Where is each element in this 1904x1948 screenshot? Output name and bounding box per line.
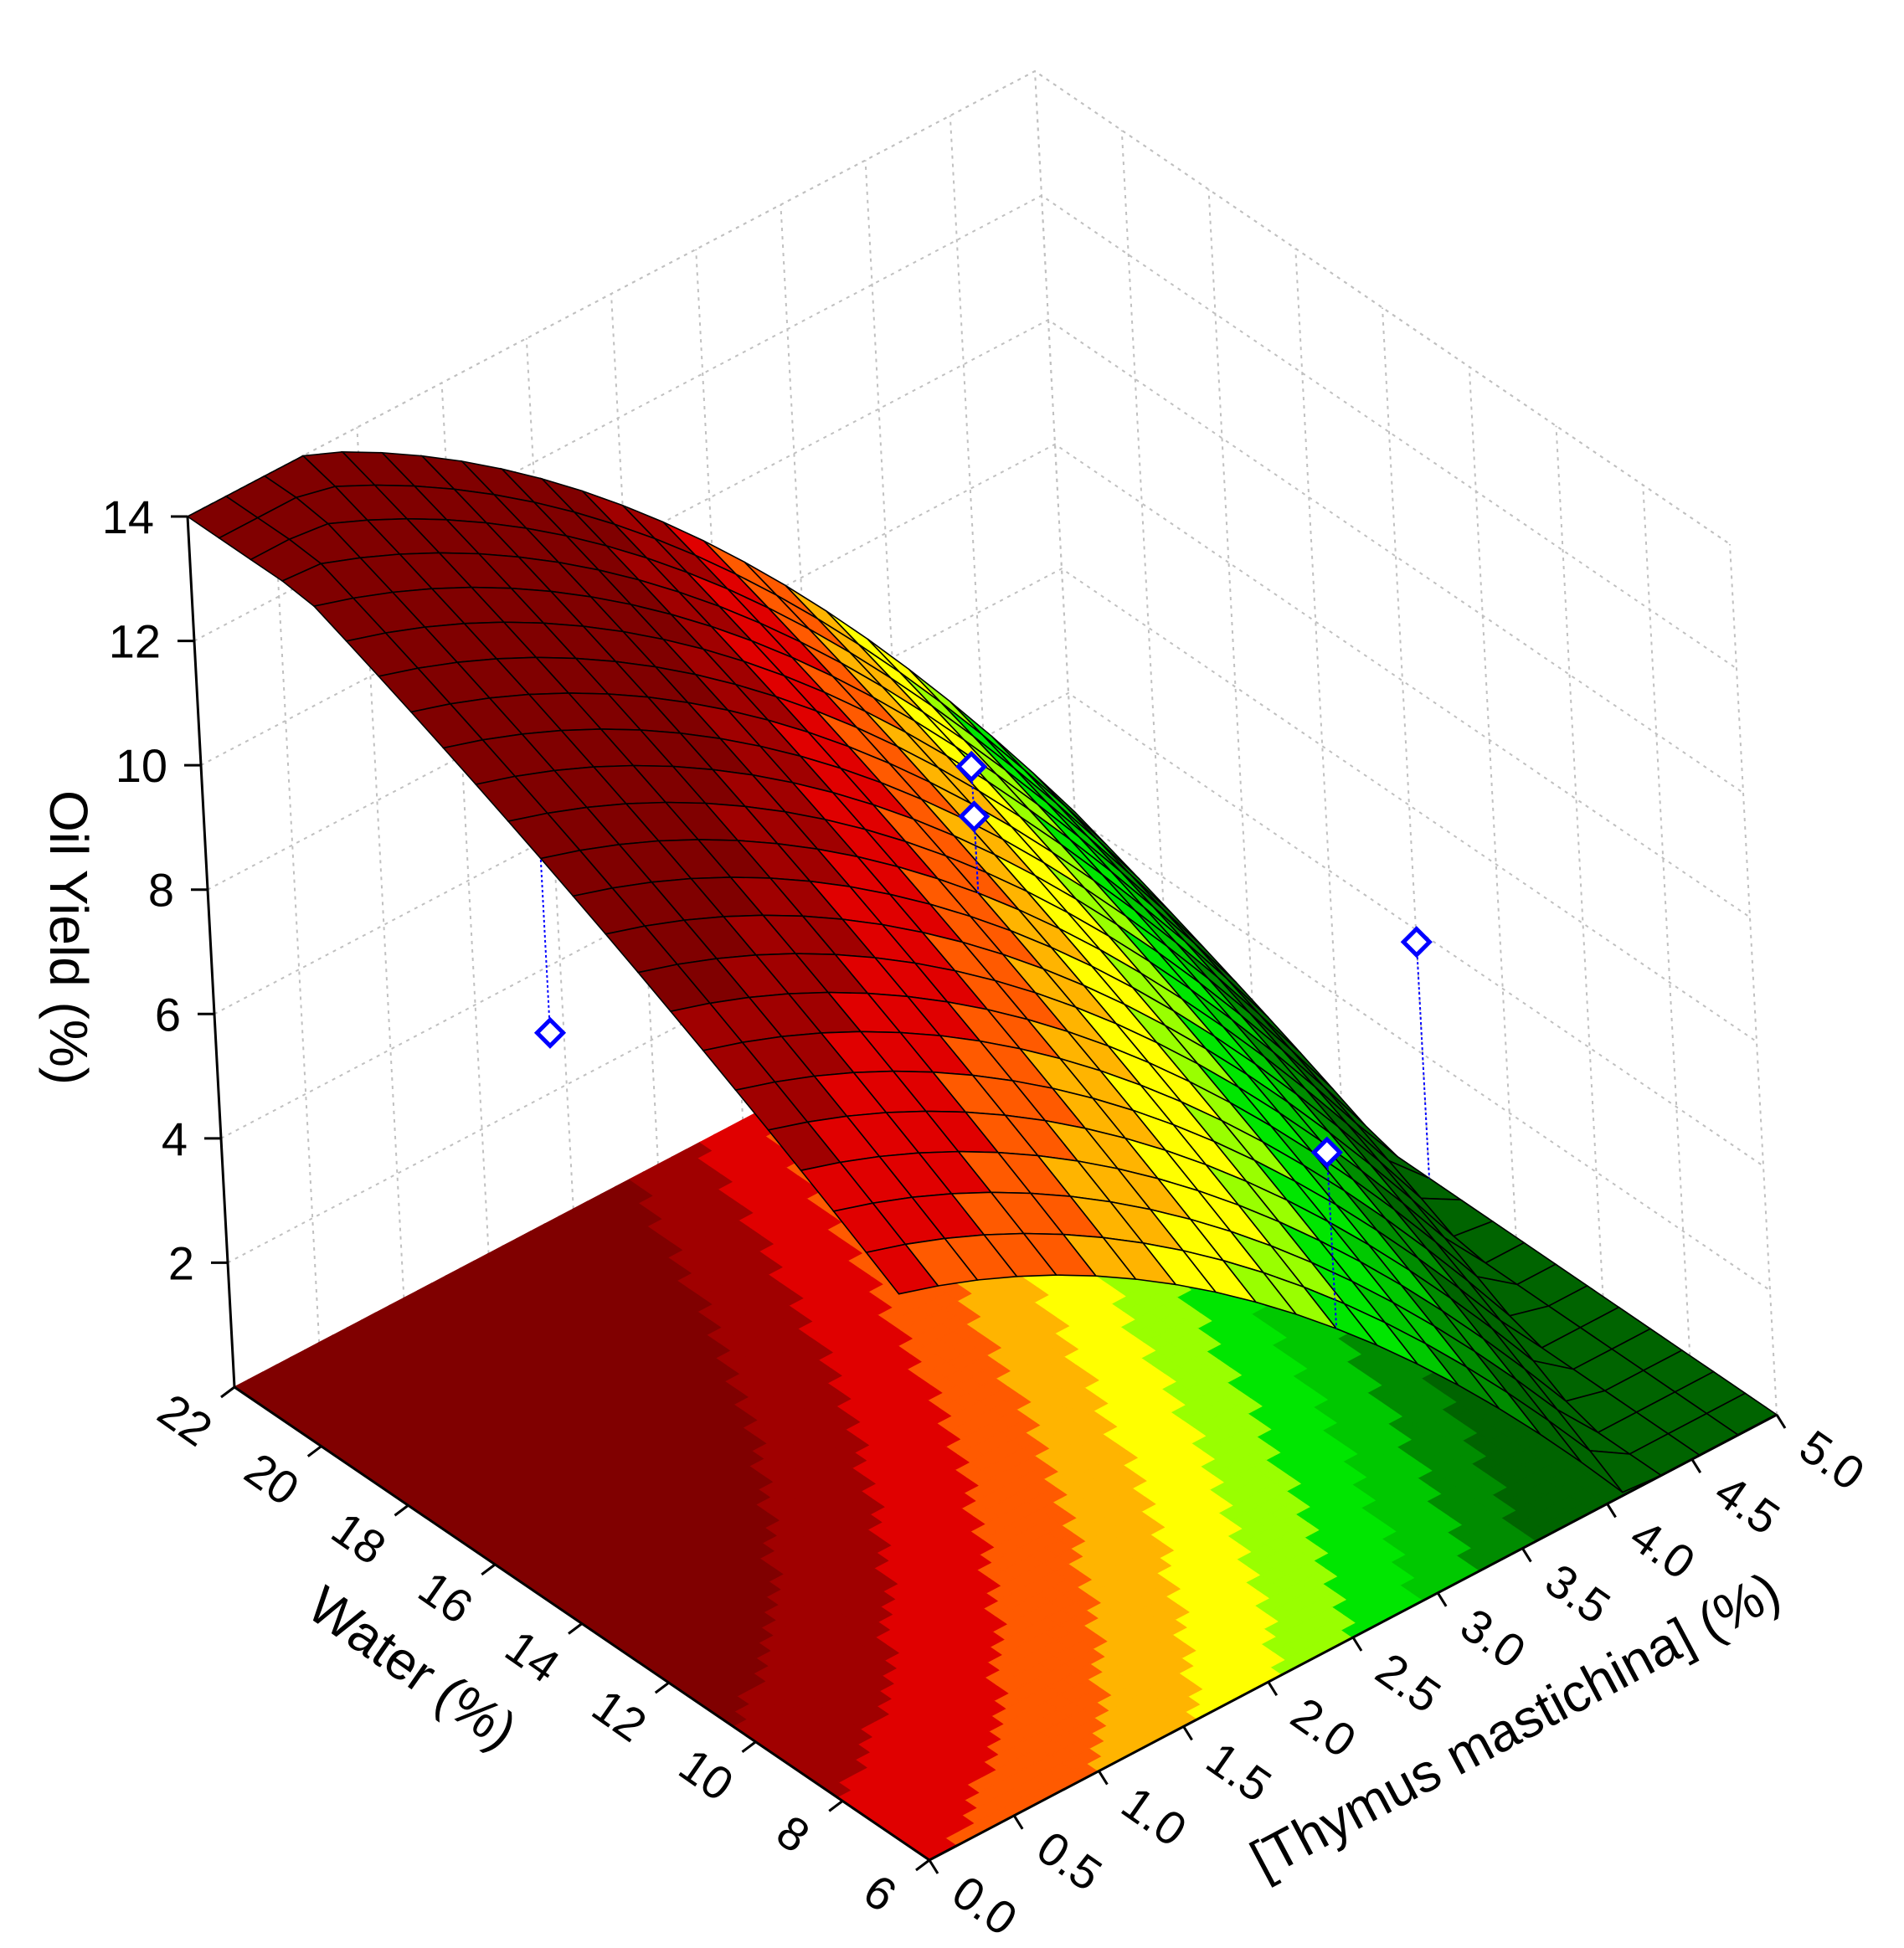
x-tick-label: 1.0 <box>1113 1776 1196 1856</box>
x-tick-mark <box>1606 1503 1617 1519</box>
x-tick-label: 0.0 <box>943 1865 1027 1944</box>
x-tick-mark <box>1436 1592 1448 1607</box>
y-tick-label: 18 <box>322 1502 395 1575</box>
gridline-y <box>1642 485 1691 1356</box>
gridline-y <box>1120 130 1170 1001</box>
x-tick-label: 2.5 <box>1366 1642 1450 1723</box>
y-tick-mark <box>481 1563 497 1576</box>
gridline-y <box>1294 248 1344 1119</box>
y-tick-mark <box>568 1622 583 1635</box>
y-tick-label: 14 <box>497 1620 569 1693</box>
observed-points <box>533 750 1433 1329</box>
x-tick-label: 2.0 <box>1282 1687 1366 1767</box>
y-tick-label: 6 <box>854 1863 906 1921</box>
x-tick-mark <box>928 1859 939 1874</box>
point-dropline <box>1415 942 1430 1179</box>
y-tick-label: 16 <box>409 1560 482 1633</box>
z-tick-label: 2 <box>168 1236 194 1289</box>
x-tick-mark <box>1182 1725 1193 1741</box>
x-tick-label: 4.0 <box>1621 1509 1705 1589</box>
y-tick-mark <box>654 1681 670 1694</box>
gridline-x <box>271 471 321 1343</box>
surface-cell <box>865 1243 939 1295</box>
x-tick-mark <box>1521 1547 1532 1563</box>
z-tick-label: 4 <box>162 1113 188 1165</box>
y-tick-mark <box>915 1858 930 1872</box>
data-point <box>955 750 988 783</box>
gridline-y <box>1555 425 1604 1297</box>
gridline-z <box>220 691 1764 1167</box>
gridline-x <box>440 383 490 1254</box>
x-tick-mark <box>1267 1681 1279 1696</box>
x-tick-label: 5.0 <box>1790 1420 1874 1500</box>
y-tick-mark <box>220 1385 235 1399</box>
y-tick-label: 12 <box>583 1678 656 1751</box>
y-tick-mark <box>828 1800 844 1812</box>
z-tick-label: 8 <box>148 864 174 917</box>
x-tick-label: 4.5 <box>1706 1464 1789 1545</box>
data-point <box>533 1016 567 1049</box>
x-tick-mark <box>1775 1414 1787 1429</box>
x-tick-mark <box>1098 1770 1109 1786</box>
gridline-y <box>1034 70 1083 943</box>
gridline-y <box>1468 367 1517 1238</box>
y-tick-mark <box>394 1504 409 1517</box>
gridline-x <box>356 427 405 1298</box>
x-tick-label: 0.5 <box>1027 1821 1111 1901</box>
data-point <box>1310 1136 1343 1169</box>
y-tick-label: 20 <box>235 1442 308 1515</box>
point-dropline <box>539 858 551 1033</box>
z-tick-label: 6 <box>155 988 181 1041</box>
z-tick-label: 10 <box>116 739 167 792</box>
z-axis-label: Oil Yield (%) <box>39 790 99 1085</box>
point-dropline <box>1325 1152 1338 1329</box>
x-tick-mark <box>1690 1458 1702 1473</box>
x-tick-label: 3.0 <box>1451 1598 1535 1678</box>
response-surface <box>186 450 1778 1493</box>
x-tick-label: 3.5 <box>1536 1553 1620 1633</box>
y-tick-mark <box>741 1740 757 1753</box>
x-tick-mark <box>1012 1815 1024 1830</box>
x-tick-mark <box>1351 1637 1363 1652</box>
data-point <box>958 800 991 833</box>
axes <box>171 515 1787 1874</box>
z-tick-label: 14 <box>102 491 154 543</box>
y-tick-label: 8 <box>768 1805 820 1863</box>
z-tick-label: 12 <box>109 615 161 668</box>
gridline-y <box>1729 543 1778 1416</box>
x-tick-label: 1.5 <box>1197 1731 1281 1812</box>
data-point <box>1400 926 1433 959</box>
gridline-y <box>1207 189 1257 1061</box>
y-tick-label: 22 <box>149 1383 222 1456</box>
y-tick-label: 10 <box>670 1738 743 1811</box>
y-tick-mark <box>306 1445 322 1457</box>
gridline-z <box>214 568 1757 1043</box>
